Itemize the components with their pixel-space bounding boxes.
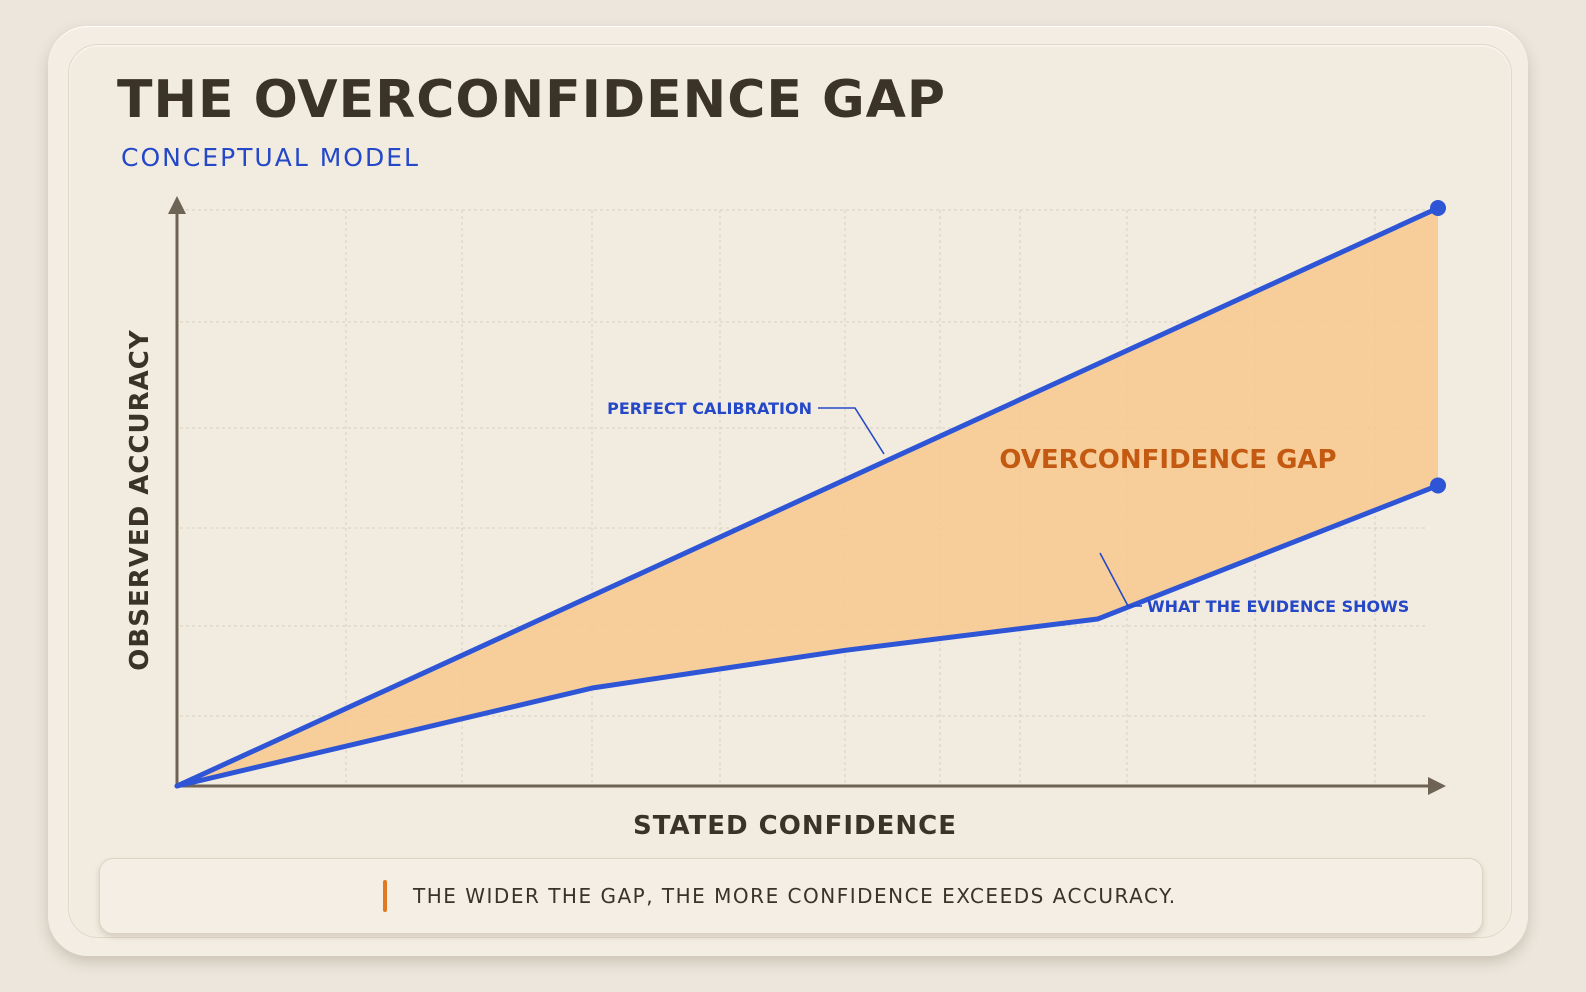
endpoint-perfect-calibration: [1430, 200, 1446, 216]
page-title: THE OVERCONFIDENCE GAP: [117, 70, 947, 130]
axes: [168, 196, 1446, 795]
series-line-evidence: [174, 482, 1441, 789]
endpoint-evidence: [1430, 477, 1446, 494]
series-lines: [174, 200, 1446, 789]
callout-label-evidence: WHAT THE EVIDENCE SHOWS: [1147, 597, 1409, 616]
y-axis-arrow: [168, 196, 186, 214]
footer-accent-marker: [383, 880, 387, 912]
callout-leader-evidence: [1099, 552, 1142, 607]
series-line-perfect-calibration: [174, 205, 1441, 789]
x-axis-arrow: [1428, 777, 1446, 795]
callouts: PERFECT CALIBRATION WHAT THE EVIDENCE SHO…: [607, 399, 1409, 616]
footer-note: THE WIDER THE GAP, THE MORE CONFIDENCE E…: [413, 884, 1177, 908]
y-axis-label: OBSERVED ACCURACY: [125, 329, 155, 671]
x-axis-label: STATED CONFIDENCE: [633, 811, 957, 841]
gap-label: OVERCONFIDENCE GAP: [999, 445, 1336, 475]
footer-note-bar: [99, 858, 1483, 934]
callout-leader-perfect-calibration: [818, 407, 885, 455]
callout-label-perfect-calibration: PERFECT CALIBRATION: [607, 399, 812, 418]
page-subtitle: CONCEPTUAL MODEL: [121, 143, 420, 172]
